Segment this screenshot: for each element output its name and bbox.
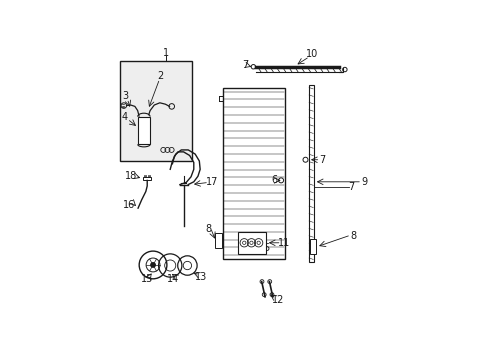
- Text: 17: 17: [205, 177, 218, 187]
- Text: 9: 9: [361, 177, 366, 187]
- Bar: [143, 177, 151, 180]
- Text: 15: 15: [141, 274, 153, 284]
- Bar: [138, 117, 150, 144]
- Bar: [214, 233, 221, 248]
- Text: 8: 8: [349, 231, 356, 241]
- Text: 11: 11: [277, 238, 289, 248]
- Bar: [309, 239, 316, 254]
- Text: 12: 12: [271, 294, 284, 305]
- Text: 10: 10: [305, 49, 317, 59]
- Text: 5: 5: [262, 243, 268, 253]
- Bar: [223, 87, 285, 260]
- Text: 7: 7: [319, 155, 325, 165]
- Text: 4: 4: [122, 112, 128, 122]
- Text: 16: 16: [122, 199, 135, 210]
- Text: 7: 7: [347, 182, 353, 192]
- Text: 7: 7: [242, 60, 248, 70]
- Text: 13: 13: [194, 273, 206, 283]
- Text: 3: 3: [122, 91, 128, 102]
- Text: 2: 2: [157, 72, 163, 81]
- Text: 6: 6: [270, 175, 277, 185]
- Bar: [238, 232, 265, 254]
- Text: 8: 8: [205, 224, 211, 234]
- Text: 14: 14: [167, 274, 179, 284]
- Text: 1: 1: [163, 48, 169, 58]
- Bar: [308, 85, 313, 262]
- Bar: [120, 61, 192, 161]
- Text: 18: 18: [124, 171, 137, 181]
- Circle shape: [150, 263, 155, 267]
